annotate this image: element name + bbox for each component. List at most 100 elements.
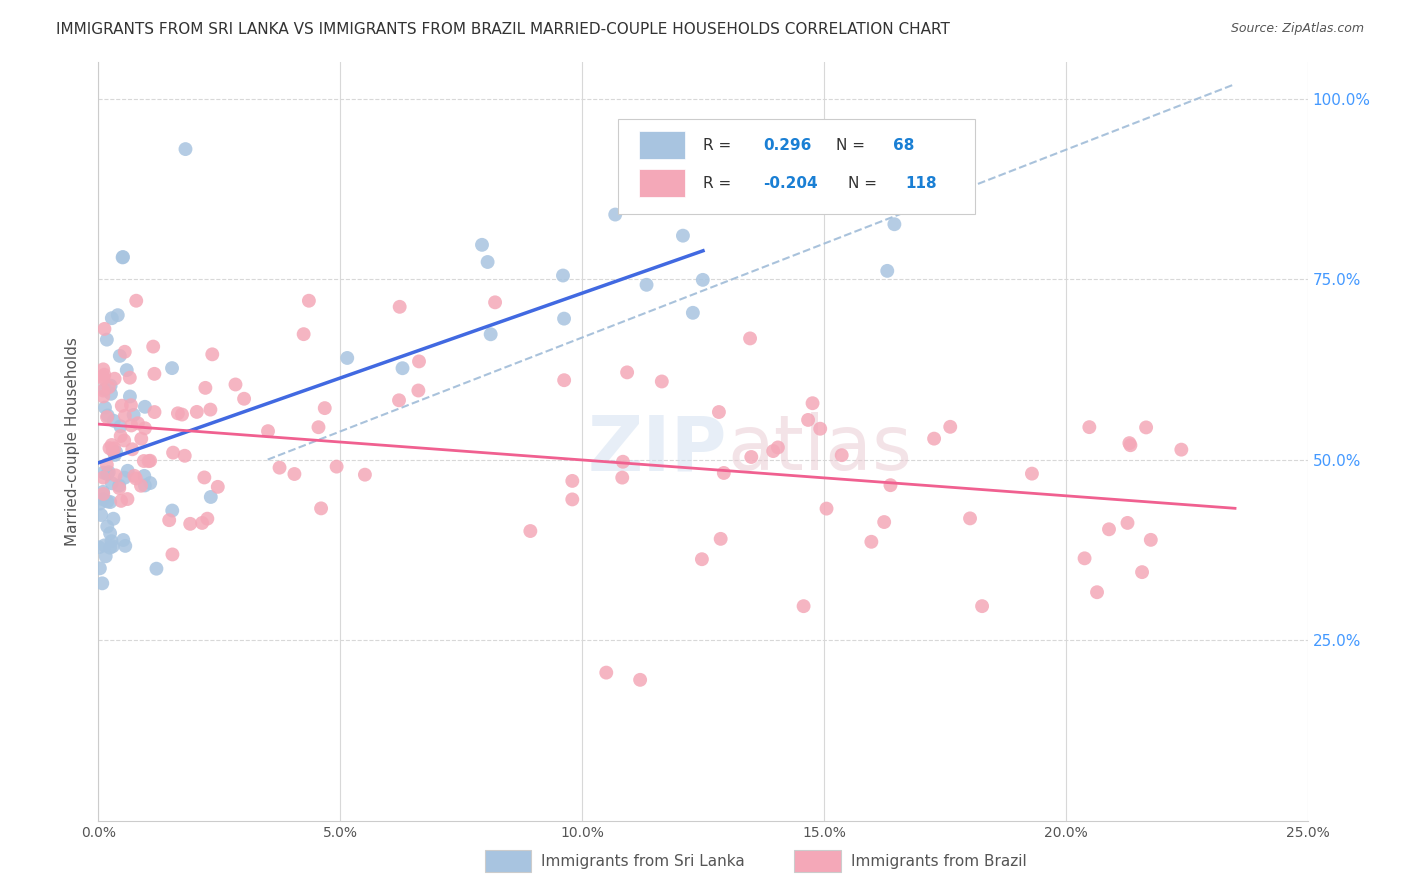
Point	[101, 539, 124, 553]
Text: 68: 68	[893, 138, 914, 153]
Point	[117, 464, 139, 478]
Point	[157, 513, 180, 527]
Point	[101, 311, 124, 326]
Text: ZIP: ZIP	[588, 412, 727, 486]
Point	[391, 361, 413, 376]
Point	[959, 511, 981, 525]
Point	[738, 331, 761, 345]
Point	[91, 362, 114, 376]
Point	[105, 445, 128, 459]
Point	[477, 255, 499, 269]
Point	[605, 208, 627, 222]
Point	[162, 445, 184, 459]
Point	[519, 524, 541, 538]
Point	[1130, 565, 1153, 579]
Point	[269, 460, 291, 475]
Point	[114, 539, 136, 553]
Point	[143, 405, 166, 419]
Point	[93, 466, 115, 480]
Point	[388, 393, 411, 408]
Point	[636, 277, 658, 292]
Point	[408, 354, 430, 368]
Point	[108, 478, 131, 492]
Point	[101, 443, 124, 458]
Point	[710, 532, 733, 546]
Point	[309, 501, 332, 516]
Point	[129, 479, 152, 493]
Point	[93, 322, 115, 336]
Point	[298, 293, 321, 308]
FancyBboxPatch shape	[619, 120, 976, 214]
Point	[612, 470, 634, 484]
Point	[160, 361, 183, 376]
Point	[96, 333, 118, 347]
Point	[134, 478, 156, 492]
Point	[96, 519, 118, 533]
Point	[143, 367, 166, 381]
Text: R =: R =	[703, 138, 737, 153]
Point	[103, 512, 125, 526]
Point	[121, 442, 143, 457]
Point	[970, 599, 993, 614]
Point	[766, 441, 789, 455]
Point	[553, 311, 575, 326]
Point	[125, 293, 148, 308]
Point	[651, 375, 673, 389]
Point	[89, 561, 111, 575]
Point	[142, 340, 165, 354]
Point	[111, 399, 134, 413]
Point	[97, 380, 120, 394]
Point	[108, 481, 131, 495]
Point	[1098, 522, 1121, 536]
Point	[98, 541, 121, 555]
Point	[479, 327, 502, 342]
Point	[91, 372, 114, 386]
Point	[108, 349, 131, 363]
Point	[195, 511, 218, 525]
Point	[91, 484, 114, 499]
Point	[96, 458, 118, 472]
Point	[94, 549, 117, 564]
Point	[114, 344, 136, 359]
Text: -0.204: -0.204	[763, 177, 818, 191]
Point	[191, 516, 214, 530]
FancyBboxPatch shape	[638, 130, 685, 160]
Point	[134, 468, 156, 483]
Point	[107, 308, 129, 322]
Point	[682, 306, 704, 320]
Point	[692, 273, 714, 287]
Point	[1118, 436, 1140, 450]
Point	[118, 390, 141, 404]
Point	[96, 494, 118, 508]
Point	[628, 673, 651, 687]
Point	[257, 424, 280, 438]
Point	[93, 368, 115, 382]
Point	[200, 490, 222, 504]
Point	[922, 432, 945, 446]
Point	[612, 455, 634, 469]
Point	[553, 373, 575, 387]
Point	[96, 467, 118, 481]
Point	[91, 576, 114, 591]
Point	[91, 492, 114, 507]
Point	[93, 382, 115, 396]
Point	[104, 372, 127, 386]
Point	[868, 132, 890, 146]
Text: Immigrants from Sri Lanka: Immigrants from Sri Lanka	[541, 855, 745, 869]
Point	[1116, 516, 1139, 530]
Point	[1073, 551, 1095, 566]
Point	[484, 295, 506, 310]
Point	[100, 386, 122, 401]
Point	[87, 541, 110, 555]
Point	[103, 414, 125, 428]
Point	[1135, 420, 1157, 434]
Point	[125, 471, 148, 485]
Point	[801, 396, 824, 410]
Point	[139, 476, 162, 491]
Point	[129, 432, 152, 446]
Point	[162, 503, 184, 517]
Point	[292, 327, 315, 342]
Text: 118: 118	[905, 177, 936, 191]
Point	[98, 495, 121, 509]
Point	[145, 562, 167, 576]
